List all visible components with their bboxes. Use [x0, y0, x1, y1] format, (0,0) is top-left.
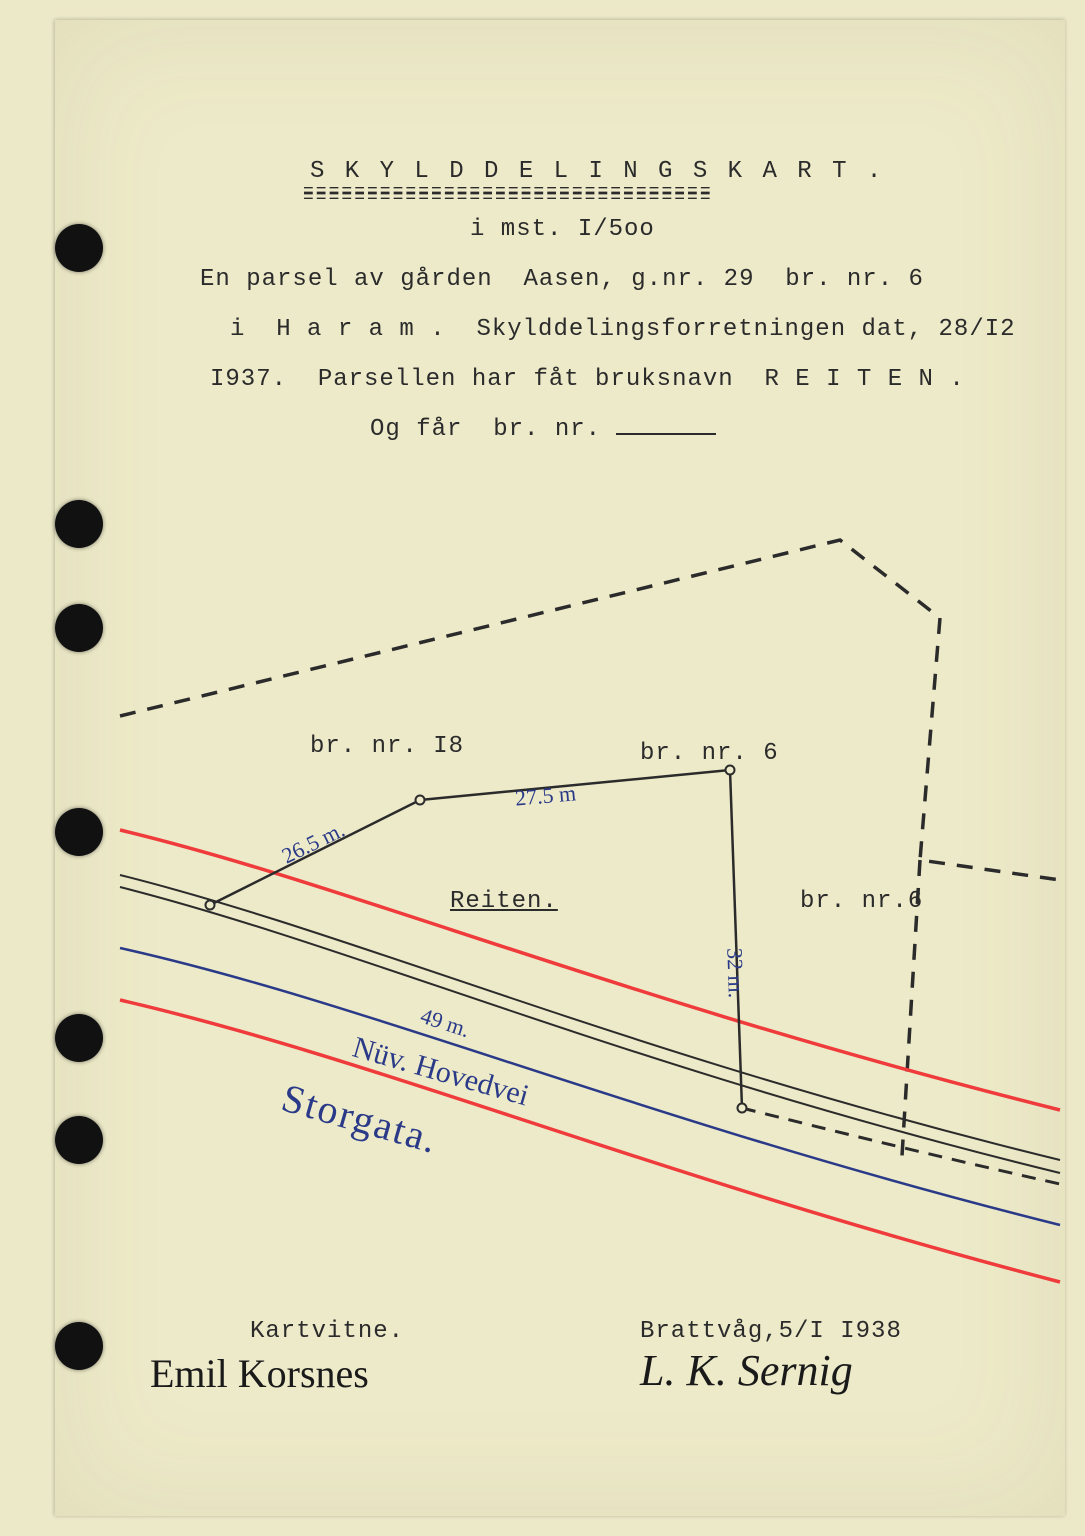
desc-line-4: Og får br. nr. — [370, 408, 716, 451]
measure-right: 32 m. — [721, 947, 749, 998]
label-brnr6-top: br. nr. 6 — [640, 732, 779, 775]
title-underline-2: ================================ — [303, 188, 713, 208]
label-brnr18: br. nr. I8 — [310, 725, 464, 768]
footer-witness-label: Kartvitne. — [250, 1310, 404, 1353]
punch-hole — [55, 604, 103, 652]
blank-brnr — [616, 411, 716, 435]
punch-hole — [55, 224, 103, 272]
scale-line: i mst. I/5oo — [470, 208, 655, 251]
punch-hole — [55, 1014, 103, 1062]
punch-hole — [55, 1116, 103, 1164]
punch-hole — [55, 1322, 103, 1370]
desc-line-3: I937. Parsellen har fåt bruksnavn R E I … — [210, 358, 965, 401]
measure-top: 27.5 m — [514, 780, 577, 811]
desc-line-4-prefix: Og får br. nr. — [370, 416, 616, 443]
punch-hole — [55, 808, 103, 856]
punch-hole — [55, 500, 103, 548]
signature-surveyor: L. K. Sernig — [640, 1345, 853, 1396]
signature-witness: Emil Korsnes — [150, 1350, 369, 1397]
desc-line-1: En parsel av gården Aasen, g.nr. 29 br. … — [200, 258, 924, 301]
label-brnr6-side: br. nr.6 — [800, 880, 923, 923]
document-page: S K Y L D D E L I N G S K A R T . ======… — [0, 0, 1085, 1536]
label-parcel-name: Reiten. — [450, 880, 558, 923]
desc-line-2: i H a r a m . Skylddelingsforretningen d… — [230, 308, 1016, 351]
